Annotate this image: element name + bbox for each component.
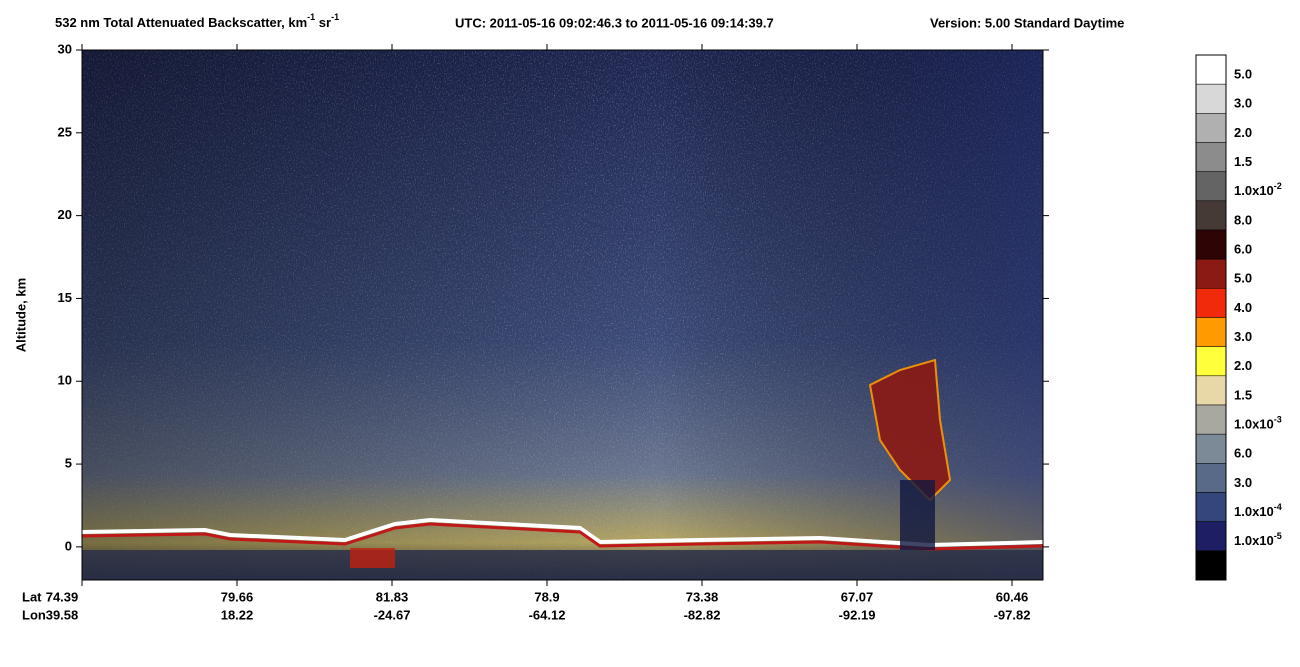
colorbar-cell (1195, 258, 1227, 289)
y-tick-label: 5 (65, 456, 72, 471)
colorbar-label: 1.5 (1234, 388, 1252, 403)
colorbar-cell (1195, 317, 1227, 347)
colorbar-label-text: 1.0x10 (1234, 417, 1274, 432)
colorbar-cell (1195, 346, 1227, 377)
colorbar-label: 5.0 (1234, 271, 1252, 286)
colorbar-cell (1195, 550, 1227, 581)
colorbar-label: 3.0 (1234, 96, 1252, 111)
colorbar-cell (1195, 171, 1227, 202)
colorbar-label-text: 1.0x10 (1234, 184, 1274, 199)
x-tick-label: 39.58 (46, 607, 79, 622)
colorbar-label: 3.0 (1234, 329, 1252, 344)
x-row-name: Lat (22, 589, 42, 604)
colorbar-label-text: 2.0 (1234, 359, 1252, 374)
colorbar-label-text: 8.0 (1234, 213, 1252, 228)
colorbar-cell (1195, 200, 1227, 231)
colorbar-label: 1.0x10-5 (1234, 531, 1282, 548)
utc-range: UTC: 2011-05-16 09:02:46.3 to 2011-05-16… (455, 15, 774, 30)
colorbar-frame (1195, 54, 1227, 581)
colorbar-cell (1195, 433, 1227, 464)
colorbar-cell (1195, 229, 1227, 260)
title-superscript: -1 (307, 12, 315, 22)
x-tick-label: -97.82 (994, 607, 1031, 622)
x-tick-label: 79.66 (221, 589, 254, 604)
colorbar-cell (1195, 288, 1227, 318)
colorbar-cell (1195, 375, 1227, 406)
x-row-name: Lon (22, 607, 46, 622)
y-tick-label: 20 (58, 207, 72, 222)
colorbar-label-text: 1.0x10 (1234, 534, 1274, 549)
y-tick-label: 0 (65, 538, 72, 553)
y-tick-label: 25 (58, 124, 72, 139)
colorbar-label-exp: -2 (1274, 181, 1282, 191)
colorbar-label: 8.0 (1234, 213, 1252, 228)
colorbar-label-text: 1.5 (1234, 388, 1252, 403)
colorbar-cell (1195, 521, 1227, 552)
x-tick-label: 73.38 (686, 589, 719, 604)
x-tick-label: 81.83 (376, 589, 409, 604)
colorbar-label-text: 1.5 (1234, 154, 1252, 169)
colorbar-label-text: 5.0 (1234, 67, 1252, 82)
colorbar-cell (1195, 83, 1227, 114)
colorbar-label: 1.0x10-2 (1234, 181, 1282, 198)
colorbar-label-exp: -3 (1274, 415, 1282, 425)
colorbar-label-text: 4.0 (1234, 300, 1252, 315)
colorbar-label-text: 5.0 (1234, 271, 1252, 286)
colorbar-label-text: 3.0 (1234, 96, 1252, 111)
colorbar-label: 1.0x10-3 (1234, 415, 1282, 432)
y-tick-label: 10 (58, 373, 72, 388)
x-tick-label: 67.07 (841, 589, 874, 604)
x-tick-label: 60.46 (996, 589, 1029, 604)
colorbar-label: 6.0 (1234, 242, 1252, 257)
x-tick-label: -82.82 (684, 607, 721, 622)
plot-frame (81, 49, 1044, 581)
y-tick-label: 30 (58, 41, 72, 56)
colorbar-label: 2.0 (1234, 125, 1252, 140)
colorbar-label-text: 3.0 (1234, 329, 1252, 344)
colorbar-label: 3.0 (1234, 475, 1252, 490)
colorbar-label-text: 3.0 (1234, 475, 1252, 490)
title-superscript: -1 (331, 12, 339, 22)
colorbar-cell (1195, 113, 1227, 143)
colorbar-label: 1.5 (1234, 154, 1252, 169)
x-tick-label: 18.22 (221, 607, 254, 622)
colorbar-cell (1195, 463, 1227, 493)
colorbar-label-exp: -4 (1274, 502, 1282, 512)
colorbar-cell (1195, 404, 1227, 435)
y-axis-label: Altitude, km (13, 278, 28, 352)
chart-title: 532 nm Total Attenuated Backscatter, km-… (55, 12, 339, 30)
title-text: 532 nm Total Attenuated Backscatter, km (55, 15, 307, 30)
colorbar-label: 4.0 (1234, 300, 1252, 315)
title-text: sr (315, 15, 331, 30)
colorbar-label-exp: -5 (1274, 531, 1282, 541)
colorbar-cell (1195, 492, 1227, 522)
x-tick-label: 78.9 (534, 589, 559, 604)
x-tick-label: -92.19 (839, 607, 876, 622)
colorbar-label: 1.0x10-4 (1234, 502, 1282, 519)
colorbar-cell (1195, 142, 1227, 172)
y-tick-label: 15 (58, 290, 72, 305)
colorbar-label: 5.0 (1234, 67, 1252, 82)
colorbar-label-text: 6.0 (1234, 242, 1252, 257)
x-tick-label: 74.39 (46, 589, 79, 604)
x-tick-label: -24.67 (374, 607, 411, 622)
colorbar-label-text: 1.0x10 (1234, 504, 1274, 519)
colorbar-label-text: 6.0 (1234, 446, 1252, 461)
colorbar-label: 2.0 (1234, 359, 1252, 374)
colorbar-label-text: 2.0 (1234, 125, 1252, 140)
colorbar-cell (1195, 54, 1227, 85)
colorbar-label: 6.0 (1234, 446, 1252, 461)
version: Version: 5.00 Standard Daytime (930, 15, 1124, 30)
x-tick-label: -64.12 (529, 607, 566, 622)
backscatter-image (81, 50, 1044, 580)
